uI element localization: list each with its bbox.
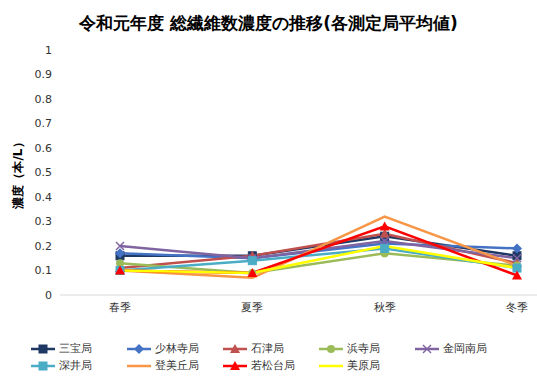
- svg-text:0.1: 0.1: [35, 264, 53, 277]
- svg-text:0.8: 0.8: [35, 93, 53, 106]
- svg-text:0.9: 0.9: [35, 68, 53, 81]
- svg-text:冬季: 冬季: [506, 301, 528, 314]
- html-text:浜寺局: 浜寺局: [347, 342, 380, 355]
- svg-text:夏季: 夏季: [241, 301, 263, 314]
- html-text:登美丘局: 登美丘局: [155, 359, 199, 372]
- html-text:少林寺局: 少林寺局: [155, 342, 199, 355]
- svg-text:0.7: 0.7: [35, 117, 53, 130]
- html-text:美原局: 美原局: [347, 359, 380, 372]
- html-text:三宝局: 三宝局: [59, 342, 92, 355]
- svg-text:0.6: 0.6: [35, 142, 53, 155]
- svg-text:0.3: 0.3: [35, 215, 53, 228]
- html-text:金岡南局: 金岡南局: [443, 342, 487, 355]
- html-text:深井局: 深井局: [59, 359, 92, 372]
- html-text:石津局: 石津局: [251, 342, 284, 355]
- html-text:若松台局: 若松台局: [251, 359, 295, 372]
- svg-text:0.5: 0.5: [35, 166, 53, 179]
- svg-text:0.4: 0.4: [35, 191, 53, 204]
- svg-text:秋季: 秋季: [374, 301, 396, 314]
- svg-text:濃度（本/L）: 濃度（本/L）: [11, 136, 25, 209]
- svg-text:0.2: 0.2: [35, 240, 53, 253]
- svg-text:1: 1: [45, 44, 52, 57]
- svg-text:春季: 春季: [109, 301, 131, 314]
- svg-text:0: 0: [45, 289, 52, 302]
- html-text:令和元年度 総繊維数濃度の推移(各測定局平均値): 令和元年度 総繊維数濃度の推移(各測定局平均値): [79, 13, 458, 33]
